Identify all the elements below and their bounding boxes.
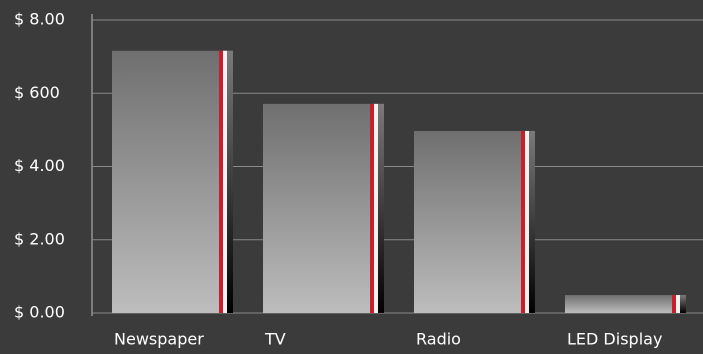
x-tick-label: Newspaper	[114, 330, 204, 349]
y-tick-label: $ 0.00	[14, 303, 65, 322]
bar	[112, 50, 233, 313]
bar-stripe	[525, 130, 529, 313]
bar-edge	[378, 103, 384, 313]
bar-stripe	[672, 295, 676, 313]
y-tick-label: $ 8.00	[14, 10, 65, 29]
y-tick-label: $ 4.00	[14, 156, 65, 175]
y-tick-label: $ 2.00	[14, 229, 65, 248]
bar-edge	[227, 50, 233, 313]
bar-edge	[529, 130, 535, 313]
x-tick-label: Radio	[416, 330, 461, 349]
x-tick-label: TV	[264, 330, 286, 349]
x-tick-label: LED Display	[567, 330, 662, 349]
bar-stripe	[223, 50, 227, 313]
bar-stripe	[219, 50, 223, 313]
bar	[565, 295, 686, 313]
bar	[263, 103, 384, 313]
bar-edge	[680, 295, 686, 313]
bar-stripe	[370, 103, 374, 313]
bar-stripe	[374, 103, 378, 313]
bar-stripe	[521, 130, 525, 313]
bar	[414, 130, 535, 313]
bar-stripe	[676, 295, 680, 313]
y-tick-label: $ 600	[14, 83, 60, 102]
